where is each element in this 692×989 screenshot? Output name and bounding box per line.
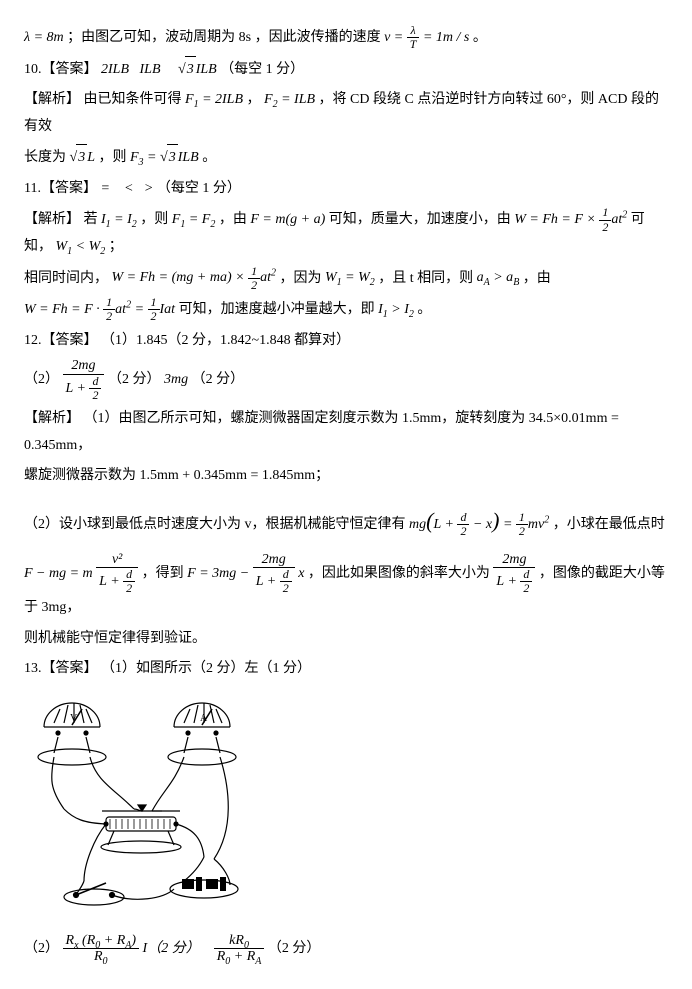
q10-len: √3L — [70, 150, 95, 165]
q12-e2b: ，小球在最低点时 — [553, 517, 665, 532]
q10-t2a: 长度为 — [24, 150, 66, 165]
q10-a3: √3ILB — [178, 62, 217, 77]
q9-lambda: λ = 8m — [24, 30, 64, 45]
q10-eq1: F1 = 2ILB — [185, 92, 243, 107]
q12-expl-3: F − mg = m v² L + d2 ，得到 F = 3mg − 2mg L… — [24, 552, 668, 622]
q10-expl-label: 【解析】 — [24, 92, 80, 107]
q12-e2a: （2）设小球到最低点时速度大小为 v，根据机械能守恒定律有 — [24, 517, 406, 532]
q11-per: （每空 1 分） — [157, 181, 241, 196]
q12-answer-1: 12.【答案】 （1）1.845（2 分，1.842~1.848 都算对） — [24, 328, 668, 355]
q12-expl-1b: 螺旋测微器示数为 1.5mm + 0.345mm = 1.845mm； — [24, 463, 668, 490]
q11-t4: 可知，质量大，加速度小，由 — [329, 212, 511, 227]
q12-expl-2: （2）设小球到最低点时速度大小为 v，根据机械能守恒定律有 mg(L + d2 … — [24, 500, 668, 542]
q11-expl-2: 相同时间内， W = Fh = (mg + ma) × 12at2 ，因为 W1… — [24, 265, 668, 293]
q11-eqC: F = m(g + a) — [250, 212, 325, 227]
q11-eqE: W1 < W2 — [56, 239, 106, 254]
q9-mid: ；由图乙可知，波动周期为 8s ，因此波传播的速度 — [67, 30, 380, 45]
q11-t1: 若 — [84, 212, 98, 227]
q11-answer: 11.【答案】 = < > （每空 1 分） — [24, 176, 668, 203]
q13-p2open: （2） — [24, 941, 59, 956]
q11-t6: ； — [109, 239, 123, 254]
meter-a-label: A — [200, 713, 208, 724]
q11-expl-3: W = Fh = F · 12at2 = 12Iat 可知，加速度越小冲量越大，… — [24, 296, 668, 324]
q11-l3c: 。 — [417, 302, 431, 317]
q11-l2a: 相同时间内， — [24, 270, 108, 285]
q11-eqI: I1 > I2 — [378, 302, 414, 317]
q11-eqG: W1 = W2 — [325, 270, 375, 285]
q11-l2c: ，且 t 相同，则 — [378, 270, 473, 285]
q11-eqH: aA > aB — [477, 270, 520, 285]
q12-p1: （1）1.845（2 分，1.842~1.848 都算对） — [101, 333, 350, 348]
q12-p2open: （2） — [24, 372, 59, 387]
circuit-diagram: V A — [24, 689, 284, 929]
q13-f2tail: （2 分） — [268, 941, 321, 956]
q11-a2: < — [124, 181, 133, 196]
q13-answer: 13.【答案】 （1）如图所示（2 分）左（1 分） — [24, 656, 668, 683]
q10-expl-1: 【解析】 由已知条件可得 F1 = 2ILB ， F2 = ILB ，将 CD … — [24, 87, 668, 140]
q12-expl-1: 【解析】 （1）由图乙所示可知，螺旋测微器固定刻度示数为 1.5mm，旋转刻度为… — [24, 406, 668, 459]
q12-e1: （1）由图乙所示可知，螺旋测微器固定刻度示数为 1.5mm，旋转刻度为 34.5… — [24, 411, 619, 453]
q11-eqD: W = Fh = F × 12at2 — [514, 212, 627, 227]
q12-e3F: F = 3mg − 2mg L + d2 x — [187, 566, 308, 581]
q11-l3b: 可知，加速度越小冲量越大，即 — [179, 302, 375, 317]
q12-e3mid2: ，因此如果图像的斜率大小为 — [308, 566, 490, 581]
q13-f1tail: I（2 分） — [143, 941, 200, 956]
q9-tail: 。 — [473, 30, 487, 45]
q12-e2eq: mg(L + d2 − x) = 12mv2 — [409, 517, 553, 532]
q11-eqB: F1 = F2 — [172, 212, 216, 227]
q12-f1: 2mg L + d2 — [63, 358, 105, 402]
q11-eqF: W = Fh = (mg + ma) × 12at2 — [112, 270, 276, 285]
q13-answer-2: （2） Rx (R0 + RA) R0 I（2 分） kR0 R0 + RA （… — [24, 933, 668, 965]
q11-ans-label: 11.【答案】 — [24, 181, 97, 196]
q12-expl-4: 则机械能守恒定律得到验证。 — [24, 626, 668, 653]
q13-f2: kR0 R0 + RA — [214, 933, 265, 965]
q11-a1: = — [100, 181, 109, 196]
q10-expl-2: 长度为 √3L ，则 F3 = √3ILB 。 — [24, 144, 668, 172]
q12-p2end: （2 分） — [192, 372, 245, 387]
q10-ans-label: 10.【答案】 — [24, 62, 98, 77]
q10-answer: 10.【答案】 2ILB ILB √3ILB （每空 1 分） — [24, 56, 668, 84]
q10-period: 。 — [202, 150, 216, 165]
q10-c1: ， — [247, 92, 261, 107]
q9-v: v = λT = 1m / s — [384, 30, 473, 45]
q11-eqA: I1 = I2 — [101, 212, 137, 227]
q9-line: λ = 8m ；由图乙可知，波动周期为 8s ，因此波传播的速度 v = λT … — [24, 24, 668, 52]
q10-a1: 2ILB — [101, 62, 129, 77]
q11-t2: ，则 — [140, 212, 168, 227]
q12-e3f3: 2mg L + d2 — [493, 552, 535, 596]
q12-e3mid1: ，得到 — [142, 566, 184, 581]
q10-eq2: F2 = ILB — [264, 92, 315, 107]
q12-expl-label: 【解析】 — [24, 411, 80, 426]
q13-f1: Rx (R0 + RA) R0 — [63, 933, 140, 965]
q10-per: （每空 1 分） — [220, 62, 304, 77]
q11-expl-label: 【解析】 — [24, 212, 80, 227]
q12-p2mid: （2 分） — [108, 372, 161, 387]
q10-t2b: ，则 — [98, 150, 126, 165]
q10-a2: ILB — [140, 62, 161, 77]
q11-expl-1: 【解析】 若 I1 = I2 ，则 F1 = F2 ，由 F = m(g + a… — [24, 206, 668, 260]
q12-answer-2: （2） 2mg L + d2 （2 分） 3mg （2 分） — [24, 358, 668, 402]
q11-a3: > — [144, 181, 153, 196]
q11-l2b: ，因为 — [279, 270, 321, 285]
q11-t3: ，由 — [219, 212, 247, 227]
q13-p1: （1）如图所示（2 分）左（1 分） — [101, 661, 311, 676]
q12-e1b: 螺旋测微器示数为 1.5mm + 0.345mm = 1.845mm； — [24, 468, 329, 483]
q10-eq3: F3 = √3ILB — [130, 150, 199, 165]
q12-e3left: F − mg = m v² L + d2 — [24, 566, 142, 581]
q11-l2d: ，由 — [523, 270, 551, 285]
q13-ans-label: 13.【答案】 — [24, 661, 98, 676]
q12-p2b: 3mg — [164, 372, 188, 387]
q10-t1: 由已知条件可得 — [84, 92, 182, 107]
meter-v-label: V — [70, 713, 78, 724]
q12-e4: 则机械能守恒定律得到验证。 — [24, 631, 206, 646]
q12-ans-label: 12.【答案】 — [24, 333, 98, 348]
q11-l3eq: W = Fh = F · 12at2 = 12Iat — [24, 302, 175, 317]
